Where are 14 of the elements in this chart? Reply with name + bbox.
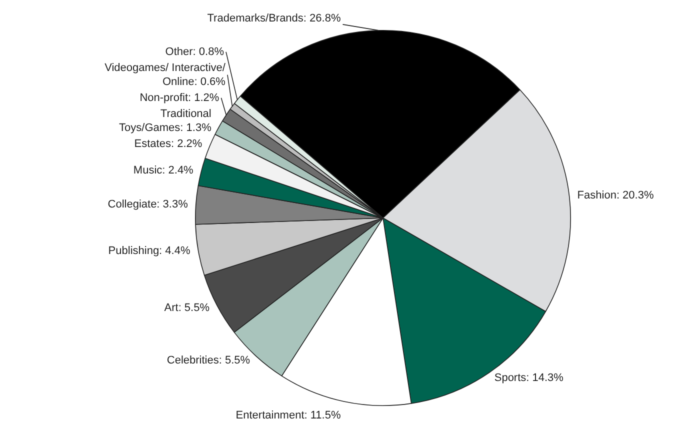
slice-label: Publishing: 4.4% (108, 245, 190, 258)
slice-label: Fashion: 20.3% (577, 190, 654, 202)
slice-label: Music: 2.4% (133, 164, 194, 176)
slice-label: Videogames/ Interactive/ Online: 0.6% (104, 62, 226, 88)
slice-label: Sports: 14.3% (494, 372, 564, 384)
slice-label: Collegiate: 3.3% (108, 198, 188, 211)
slice-label: Trademarks/Brands: 26.8% (207, 12, 341, 24)
slice-label: Art: 5.5% (164, 302, 210, 314)
slice-label: Estates: 2.2% (134, 138, 202, 150)
slice-label: Traditional Toys/Games: 1.3% (119, 108, 212, 134)
slice-label: Non-profit: 1.2% (140, 92, 220, 104)
slice-label: Other: 0.8% (165, 46, 224, 58)
slice-label: Celebrities: 5.5% (166, 354, 250, 367)
slice-label: Entertainment: 11.5% (236, 409, 341, 422)
